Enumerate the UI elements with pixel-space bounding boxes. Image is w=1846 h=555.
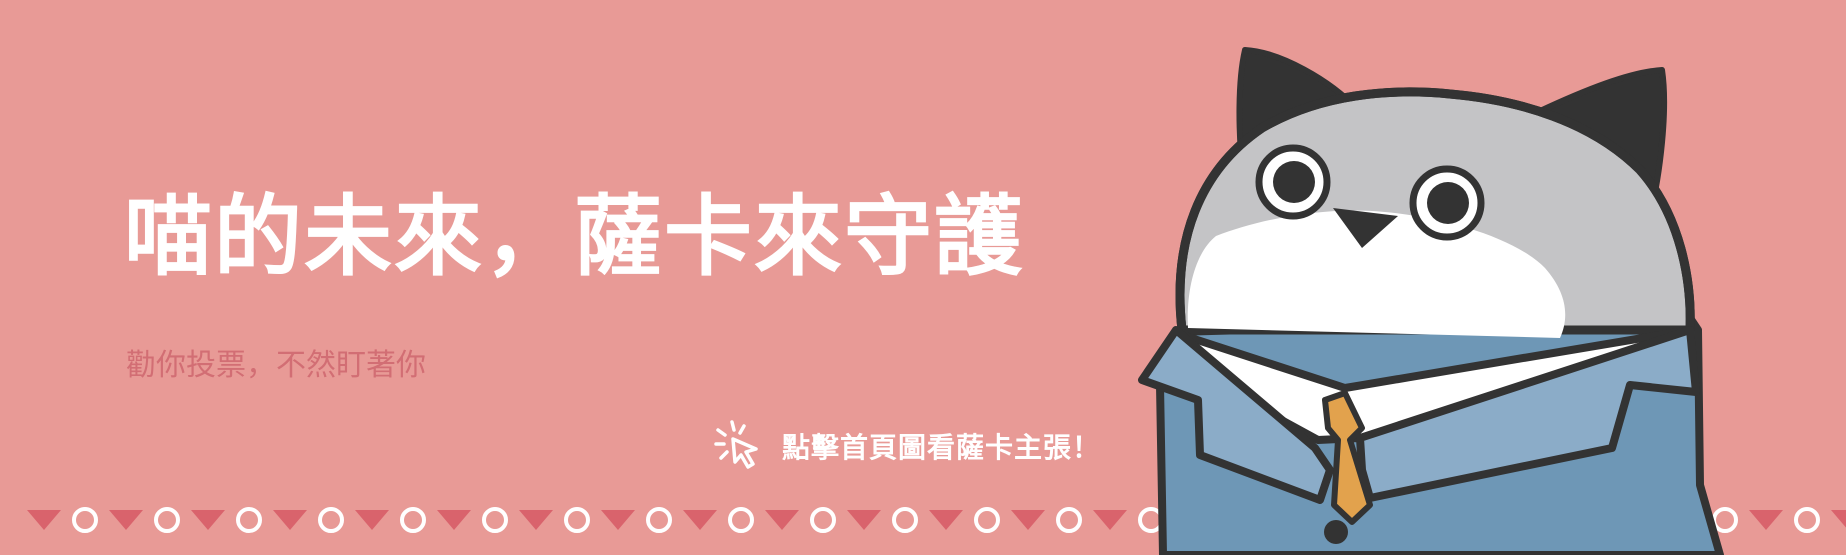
down-triangle-icon (765, 510, 799, 530)
down-triangle-icon (1011, 510, 1045, 530)
ring-circle-icon (810, 507, 836, 533)
ring-circle-icon (728, 507, 754, 533)
cta-label: 點擊首頁圖看薩卡主張！ (782, 431, 1102, 464)
down-triangle-icon (355, 510, 389, 530)
down-triangle-icon (1749, 510, 1783, 530)
mascot-tie (1322, 390, 1373, 525)
mascot-eyes (1255, 144, 1485, 241)
mascot-suit-button (1324, 520, 1348, 544)
down-triangle-icon (929, 510, 963, 530)
ring-circle-icon (564, 507, 590, 533)
ring-circle-icon (892, 507, 918, 533)
down-triangle-icon (601, 510, 635, 530)
mascot-face-patch (1187, 210, 1566, 338)
down-triangle-icon (1831, 510, 1846, 528)
ring-circle-icon (318, 507, 344, 533)
banner-subline: 勸你投票，不然盯著你 (126, 348, 426, 383)
banner-headline: 喵的未來，薩卡來守護 (124, 185, 1025, 288)
down-triangle-icon (847, 510, 881, 530)
down-triangle-icon (1093, 510, 1127, 530)
down-triangle-icon (437, 510, 471, 530)
cat-mascot-illustration[interactable] (1130, 30, 1846, 555)
down-triangle-icon (27, 510, 61, 530)
ring-circle-icon (236, 507, 262, 533)
mascot-right-lapel (1356, 326, 1700, 502)
mascot-nose (1333, 208, 1398, 248)
down-triangle-icon (519, 510, 553, 530)
down-triangle-icon (191, 510, 225, 530)
ring-circle-icon (482, 507, 508, 533)
ring-circle-icon (1794, 507, 1820, 533)
down-triangle-icon (683, 510, 717, 530)
ring-circle-icon (974, 507, 1000, 533)
mascot-left-lapel (1138, 326, 1334, 504)
down-triangle-icon (273, 510, 307, 530)
ring-circle-icon (400, 507, 426, 533)
down-triangle-icon (109, 510, 143, 530)
ring-circle-icon (1056, 507, 1082, 533)
ring-circle-icon (646, 507, 672, 533)
click-cursor-icon (714, 420, 758, 469)
home-image-cta[interactable]: 點擊首頁圖看薩卡主張！ (712, 416, 1101, 476)
ring-circle-icon (72, 507, 98, 533)
ring-circle-icon (154, 507, 180, 533)
